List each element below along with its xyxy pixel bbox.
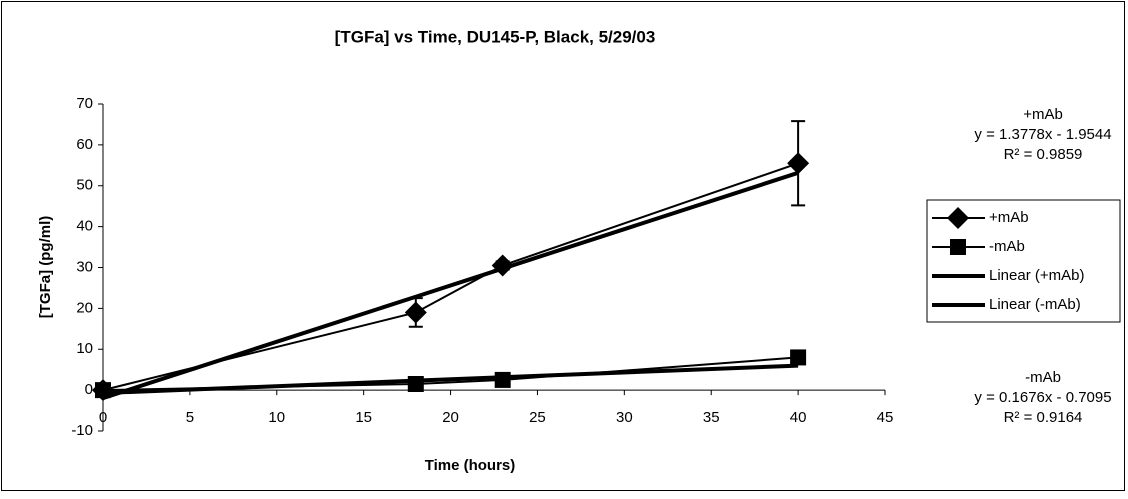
annotation: y = 0.1676x - 0.7095 — [974, 389, 1111, 406]
x-tick-label: 0 — [99, 409, 107, 426]
legend-label: Linear (+mAb) — [989, 267, 1084, 284]
series-line — [102, 162, 799, 392]
legend-marker — [947, 207, 969, 229]
x-tick-label: 20 — [442, 409, 459, 426]
data-point — [790, 349, 807, 366]
y-tick-label: 70 — [76, 95, 93, 112]
trendline — [102, 170, 799, 400]
data-point — [404, 301, 427, 324]
annotation: y = 1.3778x - 1.9544 — [974, 126, 1111, 143]
y-tick-label: -10 — [71, 422, 93, 439]
series-line — [102, 356, 799, 392]
legend-marker — [950, 239, 966, 255]
data-point — [95, 382, 111, 399]
y-tick-label: 50 — [76, 177, 93, 194]
x-tick-label: 5 — [186, 409, 194, 426]
data-point — [494, 371, 511, 388]
legend-label: +mAb — [989, 209, 1029, 226]
y-axis-title: [TGFa] (pg/ml) — [37, 216, 54, 318]
annotation: R² = 0.9164 — [1004, 409, 1083, 426]
legend-label: Linear (-mAb) — [989, 296, 1081, 313]
legend-label: -mAb — [989, 238, 1025, 255]
x-tick-label: 30 — [616, 409, 633, 426]
x-tick-label: 10 — [268, 409, 285, 426]
annotation: -mAb — [1025, 369, 1061, 386]
data-point — [787, 152, 810, 175]
y-tick-label: 60 — [76, 136, 93, 153]
x-axis-title: Time (hours) — [425, 457, 516, 474]
y-tick-label: 0 — [85, 381, 93, 398]
y-tick-label: 30 — [76, 258, 93, 275]
y-tick-label: 20 — [76, 299, 93, 316]
y-tick-label: 10 — [76, 340, 93, 357]
chart-title: [TGFa] vs Time, DU145-P, Black, 5/29/03 — [335, 27, 656, 46]
x-tick-label: 25 — [529, 409, 546, 426]
x-tick-label: 35 — [703, 409, 720, 426]
annotation: R² = 0.9859 — [1004, 146, 1083, 163]
x-tick-label: 40 — [790, 409, 807, 426]
data-point — [407, 375, 424, 392]
x-tick-label: 15 — [355, 409, 372, 426]
y-tick-label: 40 — [76, 218, 93, 235]
data-point — [491, 254, 514, 277]
annotation: +mAb — [1023, 106, 1063, 123]
x-tick-label: 45 — [877, 409, 894, 426]
